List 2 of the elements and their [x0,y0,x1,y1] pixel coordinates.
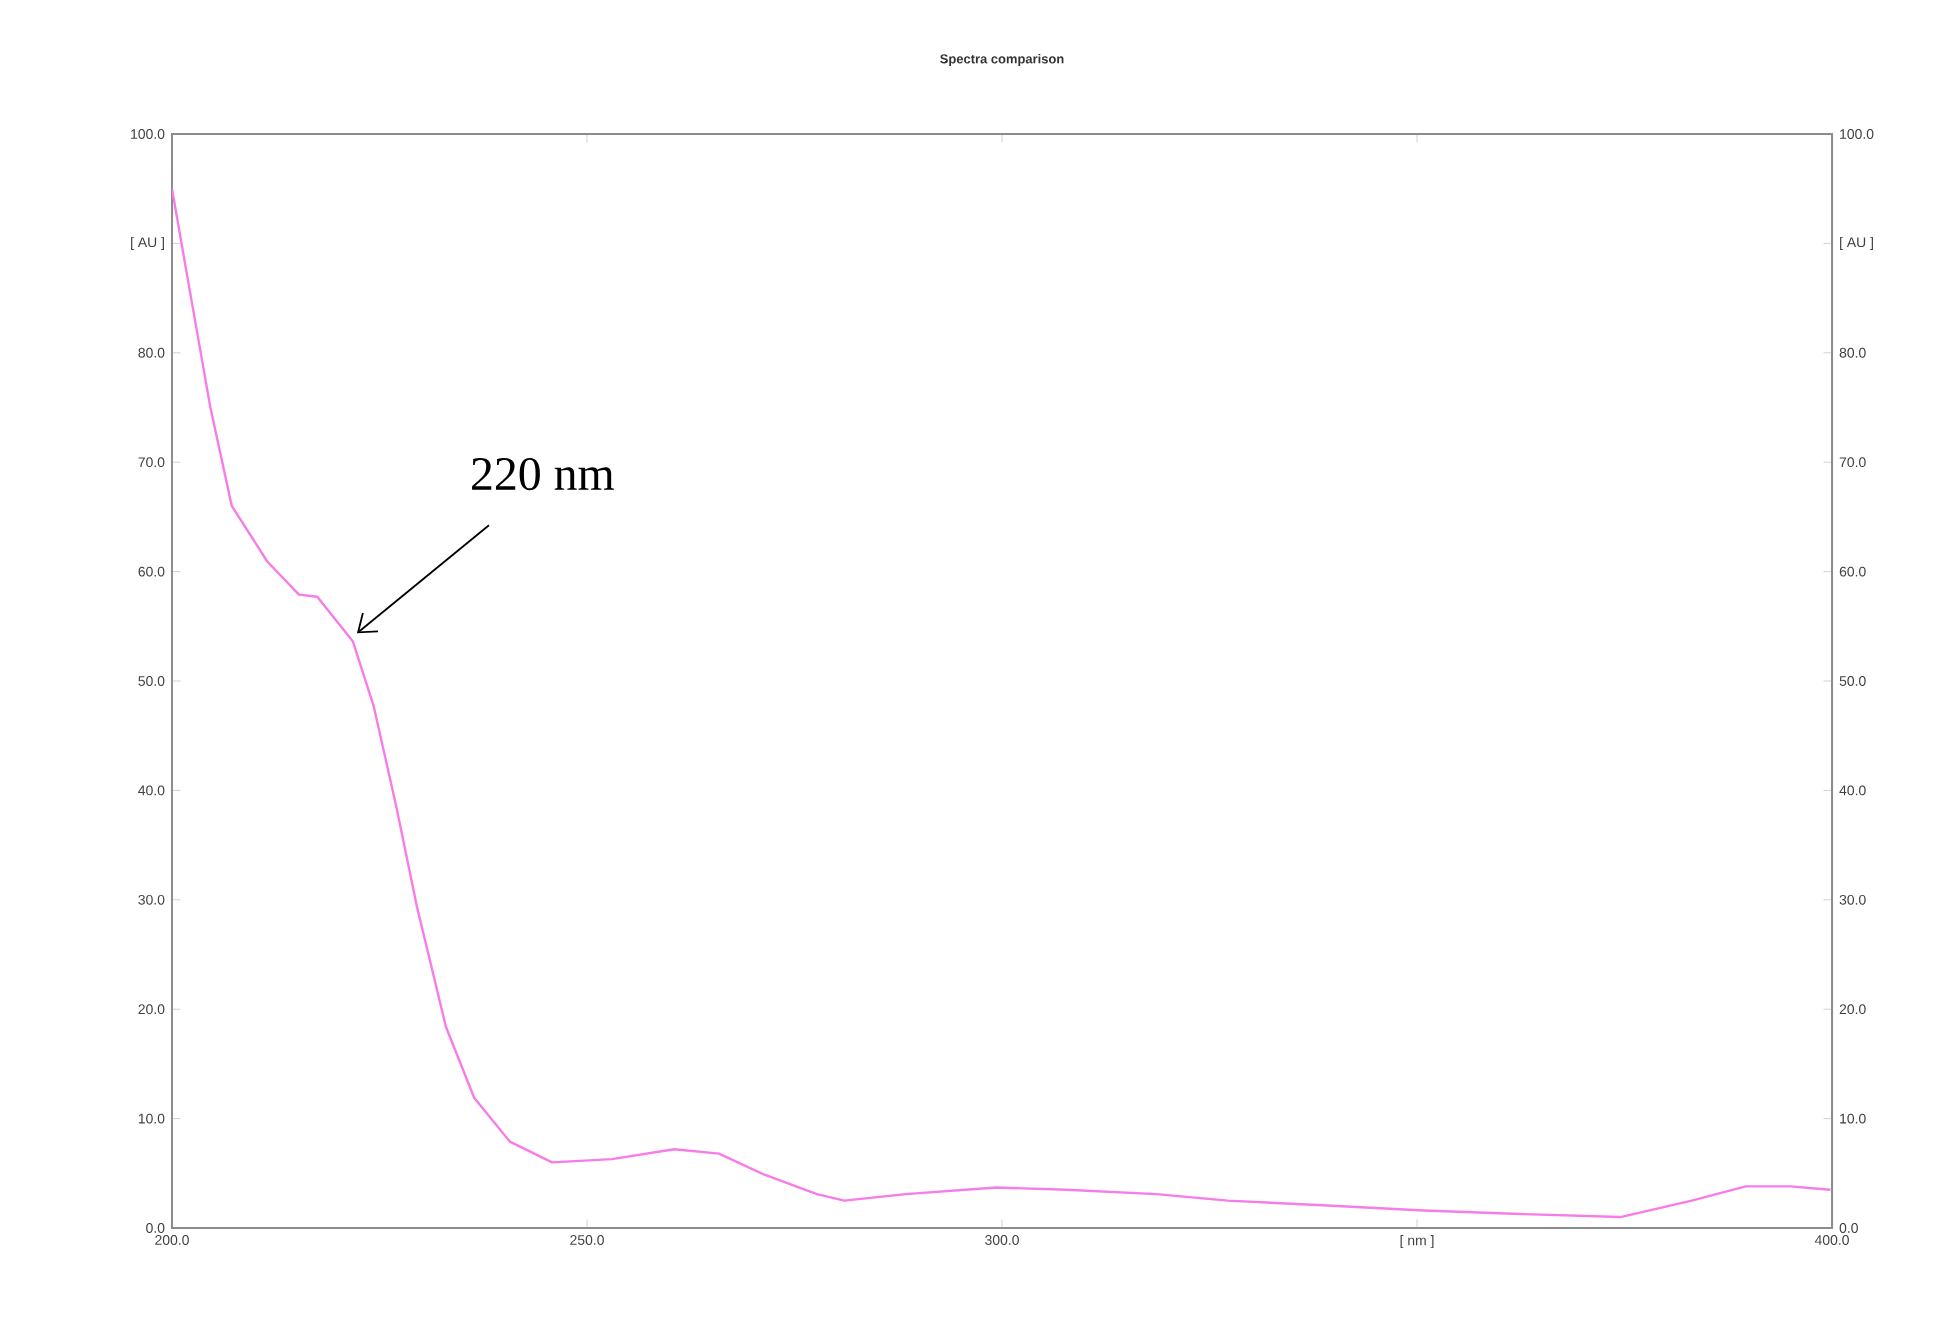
line-series [172,187,1832,1219]
annotation: 220 nm [472,457,614,491]
